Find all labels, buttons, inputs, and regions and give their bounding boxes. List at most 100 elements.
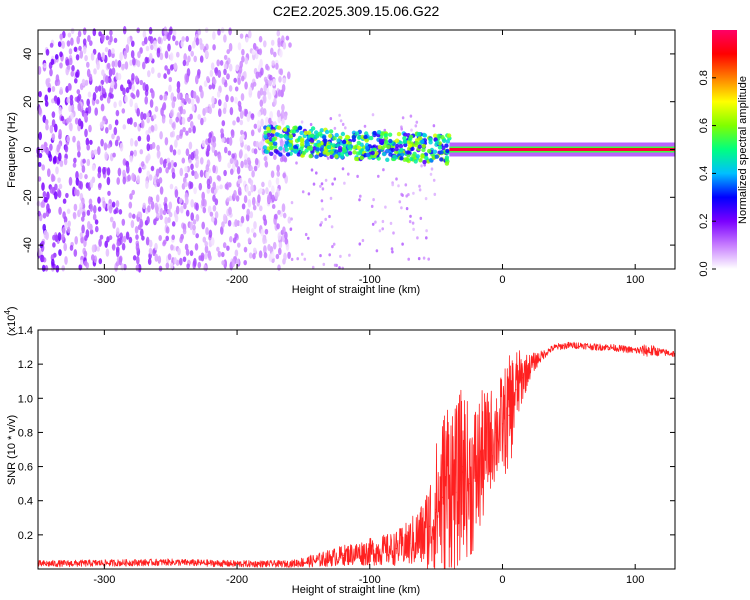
heatmap-cell [124,95,128,103]
heatmap-cell [147,195,152,205]
heatmap-cell [323,138,328,143]
heatmap-cell [73,249,78,257]
heatmap-cell [198,182,203,191]
heatmap-cell [202,236,207,243]
heatmap-cell [284,140,290,145]
heatmap-cell [177,247,181,256]
heatmap-cell [416,131,422,137]
figure-title: C2E2.2025.309.15.06.G22 [273,3,440,19]
heatmap-cell [237,42,242,51]
heatmap-cell [319,254,322,258]
heatmap-cell [282,212,287,219]
heatmap-cell [47,168,51,177]
heatmap-cell [425,236,428,240]
heatmap-cell [189,221,194,231]
heatmap-cell [321,207,324,211]
heatmap-cell [296,257,300,261]
heatmap-cell [91,244,96,253]
heatmap-cell [309,138,315,143]
heatmap-cell [328,214,331,219]
heatmap-cell [70,37,74,46]
heatmap-cell [388,138,393,144]
heatmap-cell [140,119,145,129]
heatmap-cell [129,155,133,163]
heatmap-cell [111,133,115,140]
heatmap-cell [227,162,231,169]
heatmap-cell [153,43,158,51]
heatmap-cell [253,247,257,253]
heatmap-cell [185,35,189,43]
heatmap-cell [147,70,151,78]
heatmap-cell [69,244,74,251]
heatmap-cell [130,50,135,59]
heatmap-cell [45,48,50,56]
heatmap-cell [293,144,298,149]
heatmap-cell [45,123,49,131]
heatmap-cell [331,182,334,186]
heatmap-cell [134,102,138,110]
heatmap-cell [245,36,249,43]
heatmap-cell [131,189,135,196]
heatmap-cell [113,126,118,136]
heatmap-cell [394,138,400,143]
heatmap-cell [420,139,425,145]
heatmap-cell [81,165,86,173]
heatmap-cell [103,142,108,151]
heatmap-cell [207,205,212,214]
heatmap-cell [308,154,313,159]
heatmap-cell [111,60,116,68]
heatmap-cell [132,213,136,219]
heatmap-cell [279,49,283,58]
snr-point [342,554,344,556]
snr-point [621,348,623,350]
heatmap-cell [54,191,58,200]
heatmap-cell [341,167,345,171]
heatmap-cell [80,235,84,244]
heatmap-cell [250,184,254,193]
heatmap-cell [205,170,209,180]
snr-multiplier: (x104) [3,306,18,336]
heatmap-cell [58,106,63,116]
heatmap-cell [54,123,58,133]
heatmap-cell [123,50,128,60]
heatmap-cell [310,168,314,172]
heatmap-cell [59,161,64,168]
heatmap-cell [197,261,202,269]
heatmap-cell [131,73,135,81]
heatmap-cell [433,192,437,196]
heatmap-cell [271,185,275,194]
heatmap-cell [278,146,283,151]
heatmap-cell [135,234,139,240]
heatmap-cell [37,161,42,168]
heatmap-cell [222,242,227,249]
heatmap-cell [421,143,427,149]
heatmap-cell [107,190,111,196]
heatmap-cell [84,79,89,86]
heatmap-cell [157,150,161,158]
heatmap-cell [171,234,175,241]
heatmap-cell [227,150,232,156]
x-tick-label: -200 [226,574,248,586]
heatmap-cell [241,133,245,140]
heatmap-cell [144,36,148,45]
heatmap-cell [395,177,398,181]
heatmap-cell [228,136,233,146]
heatmap-cell [284,238,289,245]
heatmap-cell [91,254,95,261]
heatmap-cell [276,223,280,230]
heatmap-cell [401,193,404,197]
heatmap-cell [121,242,126,251]
heatmap-cell [104,240,108,248]
heatmap-cell [165,235,169,242]
heatmap-cell [144,56,149,64]
heatmap-cell [433,133,438,138]
heatmap-cell [92,28,97,37]
heatmap-cell [331,245,334,249]
heatmap-cell [208,229,213,238]
heatmap-cell [409,214,412,218]
heatmap-cell [239,110,244,120]
heatmap-cell [69,122,73,132]
heatmap-cell [190,212,194,221]
heatmap-cell [277,232,282,241]
heatmap-cell [266,194,271,204]
